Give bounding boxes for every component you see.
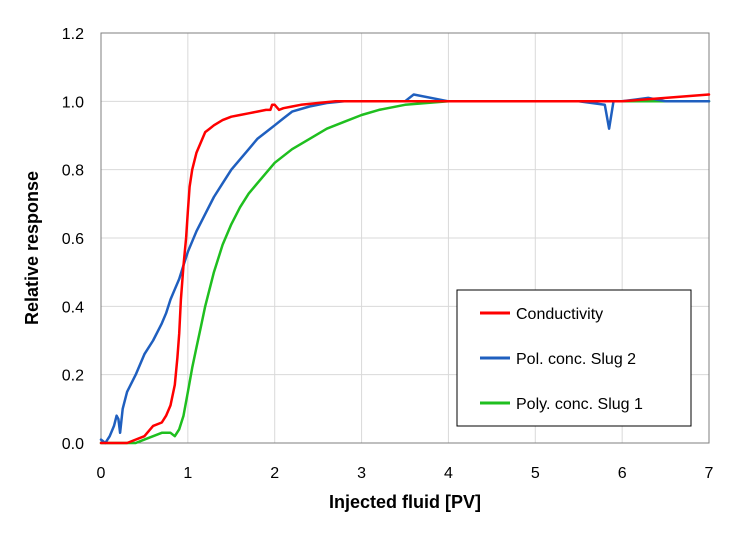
series-line-0 <box>99 93 711 445</box>
x-tick-label: 1 <box>183 465 192 482</box>
x-tick-label: 0 <box>97 465 106 482</box>
x-tick-label: 3 <box>357 465 366 482</box>
y-axis-label: Relative response <box>22 171 42 325</box>
y-tick-label: 0.2 <box>62 368 84 385</box>
y-tick-label: 0.0 <box>62 436 84 453</box>
legend-label-pol-slug2: Pol. conc. Slug 2 <box>516 351 636 368</box>
y-tick-labels: 0.0 0.2 0.4 0.6 0.8 1.0 1.2 <box>62 26 84 453</box>
y-tick-label: 0.8 <box>62 163 84 180</box>
x-axis-label: Injected fluid [PV] <box>329 492 481 512</box>
x-tick-label: 7 <box>705 465 714 482</box>
x-tick-labels: 0 1 2 3 4 5 6 7 <box>97 465 714 482</box>
x-tick-label: 2 <box>270 465 279 482</box>
legend: Conductivity Pol. conc. Slug 2 Poly. con… <box>456 289 692 427</box>
x-tick-label: 4 <box>444 465 453 482</box>
y-tick-label: 1.0 <box>62 94 84 111</box>
series-group <box>99 93 711 445</box>
y-tick-label: 0.6 <box>62 231 84 248</box>
y-tick-label: 0.4 <box>62 299 84 316</box>
x-tick-label: 5 <box>531 465 540 482</box>
y-tick-label: 1.2 <box>62 26 84 43</box>
x-tick-label: 6 <box>618 465 627 482</box>
plot-area <box>100 32 710 444</box>
legend-label-conductivity: Conductivity <box>516 306 603 323</box>
legend-label-poly-slug1: Poly. conc. Slug 1 <box>516 396 643 413</box>
